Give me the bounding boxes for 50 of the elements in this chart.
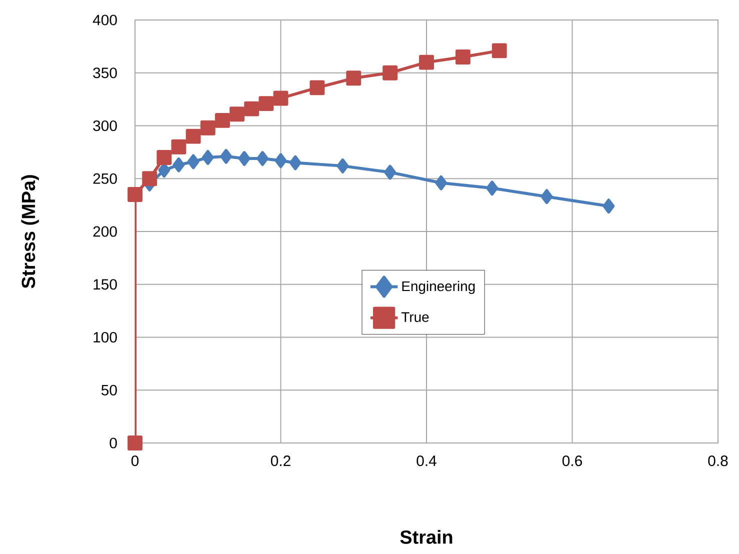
y-tick-label: 150 xyxy=(94,279,117,290)
x-axis-title: Strain xyxy=(400,530,452,544)
y-tick-label: 100 xyxy=(94,332,117,343)
point xyxy=(336,158,349,174)
y-tick-label: 250 xyxy=(93,173,117,184)
point xyxy=(492,43,507,58)
y-tick-label: 0 xyxy=(110,438,117,448)
y-tick-label: 50 xyxy=(101,384,117,396)
y-tick-label: 400 xyxy=(92,14,117,26)
point xyxy=(156,150,172,165)
point xyxy=(238,151,250,166)
point xyxy=(258,96,274,112)
point xyxy=(274,153,287,168)
point xyxy=(202,150,214,165)
point xyxy=(540,189,553,204)
point xyxy=(128,187,142,202)
x-tick-label: 0.8 xyxy=(708,456,728,466)
point xyxy=(289,155,302,170)
point xyxy=(230,106,244,122)
point xyxy=(186,128,201,144)
point xyxy=(273,90,288,106)
legend-label: Engineering xyxy=(402,280,475,294)
point xyxy=(256,151,269,166)
point xyxy=(486,180,498,196)
point xyxy=(142,171,158,186)
x-tick-label: 0.4 xyxy=(416,456,436,466)
point xyxy=(455,50,470,64)
y-tick-label: 200 xyxy=(93,226,117,237)
point xyxy=(172,157,185,172)
point xyxy=(602,198,615,214)
y-tick-label: 350 xyxy=(93,68,117,78)
point xyxy=(200,120,216,136)
point xyxy=(384,164,396,180)
point xyxy=(171,139,186,154)
point xyxy=(128,436,142,450)
point xyxy=(346,70,362,86)
point xyxy=(187,154,200,170)
point xyxy=(214,112,230,128)
point xyxy=(419,54,434,70)
legend-label: True xyxy=(401,312,429,322)
point xyxy=(435,175,448,190)
x-tick-label: 0.2 xyxy=(270,456,290,466)
x-tick-label: 0.6 xyxy=(562,456,582,466)
y-tick-label: 300 xyxy=(93,120,117,132)
point xyxy=(244,101,260,116)
point xyxy=(310,80,325,96)
point xyxy=(382,65,398,80)
point xyxy=(220,148,232,164)
y-axis-title: Stress (MPa) xyxy=(21,175,39,288)
x-tick-label: 0 xyxy=(131,456,139,466)
